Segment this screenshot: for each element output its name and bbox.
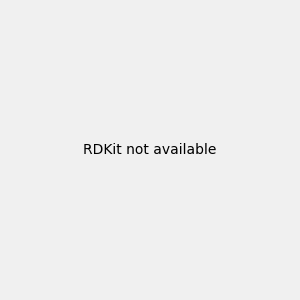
Text: RDKit not available: RDKit not available [83, 143, 217, 157]
